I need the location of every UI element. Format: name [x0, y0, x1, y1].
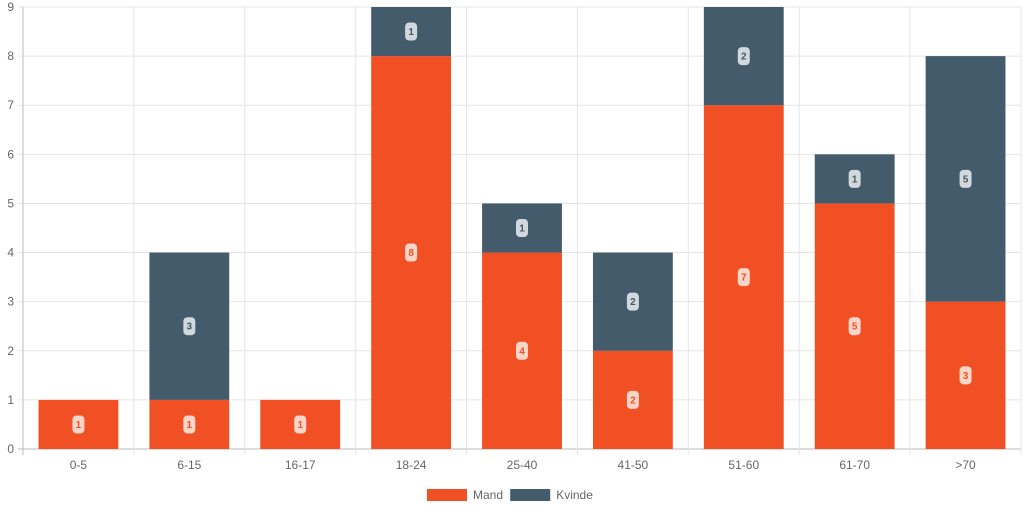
- data-label: 5: [963, 174, 969, 185]
- data-label: 8: [408, 248, 414, 259]
- data-label-bg: [848, 169, 861, 188]
- y-tick-label: 8: [7, 49, 14, 63]
- data-label-bg: [183, 317, 196, 336]
- data-label-bg: [516, 341, 528, 360]
- x-tick-label: 51-60: [728, 458, 759, 472]
- x-tick-label: 6-15: [177, 458, 201, 472]
- y-tick-label: 7: [7, 98, 14, 112]
- legend-swatch: [510, 489, 551, 501]
- y-tick-label: 3: [7, 295, 14, 309]
- data-label: 1: [187, 420, 193, 431]
- legend[interactable]: Mand Kvinde: [427, 488, 593, 502]
- x-tick-label: 0-5: [70, 458, 88, 472]
- data-label-bg: [626, 390, 639, 409]
- data-label-bg: [516, 219, 528, 237]
- data-label: 1: [408, 27, 414, 38]
- data-label: 1: [297, 420, 303, 431]
- y-tick-label: 5: [7, 196, 14, 210]
- y-tick-label: 2: [7, 344, 14, 358]
- y-tick-label: 1: [7, 393, 14, 407]
- x-tick-label: 41-50: [618, 458, 649, 472]
- data-label: 1: [852, 174, 858, 185]
- data-label-bg: [959, 169, 972, 188]
- legend-item-kvinde[interactable]: Kvinde: [510, 488, 593, 502]
- y-tick-label: 0: [7, 442, 14, 456]
- data-label-bg: [294, 415, 307, 434]
- y-tick-label: 9: [7, 0, 14, 14]
- y-tick-label: 4: [7, 246, 14, 260]
- data-label: 1: [519, 224, 525, 235]
- data-label-bg: [405, 22, 418, 41]
- legend-item-mand[interactable]: Mand: [427, 488, 503, 502]
- x-tick-label: 25-40: [507, 458, 538, 472]
- data-label: 1: [76, 420, 82, 431]
- legend-swatch: [427, 489, 467, 501]
- data-label-bg: [626, 292, 639, 311]
- data-label: 5: [852, 322, 858, 333]
- x-tick-label: 61-70: [839, 458, 870, 472]
- data-label: 3: [963, 371, 969, 382]
- y-tick-label: 6: [7, 147, 14, 161]
- data-label: 2: [741, 52, 747, 63]
- data-label: 7: [741, 273, 747, 284]
- data-label-bg: [183, 415, 196, 434]
- data-label: 2: [630, 297, 636, 308]
- data-label-bg: [405, 243, 418, 262]
- x-tick-label: >70: [955, 458, 976, 472]
- data-label: 4: [519, 346, 525, 357]
- data-label-bg: [848, 317, 861, 336]
- data-labels: 1 1 3 1 8 1 4 1 2 2 7 2 5 1 3 5: [72, 22, 972, 434]
- data-label-bg: [737, 268, 750, 287]
- x-tick-label: 16-17: [285, 458, 316, 472]
- legend-label: Kvinde: [556, 488, 593, 502]
- data-label: 2: [630, 395, 636, 406]
- legend-label: Mand: [473, 488, 503, 502]
- axes: 0 1 2 3 4 5 6 7 8 9 0-5 6-15 16-17 18-24 25-40 41-50 51-…: [7, 0, 976, 472]
- data-label-bg: [72, 415, 85, 434]
- data-label-bg: [959, 366, 972, 385]
- x-tick-label: 18-24: [396, 458, 427, 472]
- data-label: 3: [187, 322, 193, 333]
- data-label-bg: [737, 47, 750, 66]
